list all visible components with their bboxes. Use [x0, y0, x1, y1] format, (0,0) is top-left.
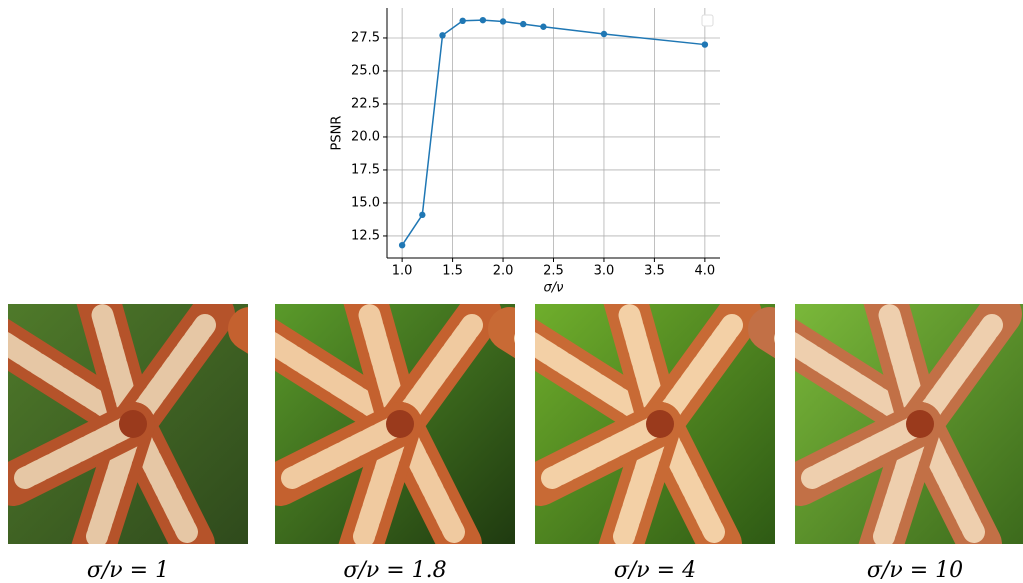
image	[770, 299, 1023, 549]
point	[399, 242, 405, 248]
image-row: σ/ν = 1 σ/ν = 1.8 σ/ν = 4 σ/ν = 10	[0, 299, 1023, 583]
image	[250, 299, 515, 549]
image-caption: σ/ν = 10	[867, 558, 963, 583]
x-tick-label: 3.0	[594, 264, 615, 279]
image	[0, 299, 248, 549]
y-tick-label: 22.5	[351, 96, 380, 111]
point	[439, 32, 445, 38]
image-caption: σ/ν = 4	[614, 558, 696, 583]
point	[601, 31, 607, 37]
image-caption: σ/ν = 1	[87, 558, 169, 583]
point	[520, 21, 526, 27]
point	[480, 17, 486, 23]
starfish-center	[646, 410, 674, 438]
plot: 1.0 1.5 2.0 2.5 3.0 3.5 4.0 12.5 15.0 17.5 20.0 22.…	[330, 8, 721, 296]
y-tick-label: 27.5	[351, 30, 380, 45]
x-tick-label: 2.0	[493, 264, 514, 279]
x-tick-label: 1.0	[392, 264, 413, 279]
point	[540, 24, 546, 30]
point	[500, 18, 506, 24]
y-tick-label: 12.5	[351, 228, 380, 243]
y-axis-label: PSNR	[330, 116, 345, 151]
point	[702, 41, 708, 47]
figure: σ/ν = 1 σ/ν = 1.8 σ/ν = 4 σ/ν = 10 1.0 1.5 2.…	[0, 0, 1023, 583]
image-caption: σ/ν = 1.8	[343, 558, 446, 583]
x-tick-label: 3.5	[644, 264, 665, 279]
x-tick-label: 1.5	[442, 264, 463, 279]
starfish-center	[386, 410, 414, 438]
x-tick-label: 4.0	[695, 264, 716, 279]
y-tick-label: 15.0	[351, 195, 380, 210]
y-tick-label: 20.0	[351, 129, 380, 144]
y-tick-label: 17.5	[351, 162, 380, 177]
y-tick-label: 25.0	[351, 63, 380, 78]
starfish-center	[119, 410, 147, 438]
x-tick-label: 2.5	[543, 264, 564, 279]
legend-box	[702, 15, 713, 26]
image	[510, 299, 775, 549]
point	[459, 18, 465, 24]
starfish-center	[906, 410, 934, 438]
x-axis-label: σ/ν	[544, 281, 564, 296]
point	[419, 212, 425, 218]
